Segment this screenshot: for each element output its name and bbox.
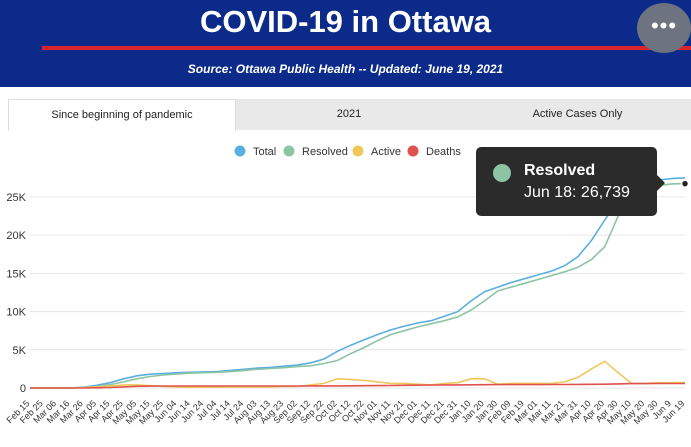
- series-line-resolved: [30, 182, 686, 389]
- legend-swatch-resolved[interactable]: [283, 145, 295, 157]
- y-tick-label: 5K: [13, 345, 27, 357]
- legend-label-deaths[interactable]: Deaths: [426, 146, 461, 158]
- y-tick-label: 25K: [6, 192, 26, 204]
- header-banner: COVID-19 in Ottawa Source: Ottawa Public…: [0, 0, 691, 87]
- tab-active-cases-only[interactable]: Active Cases Only: [532, 108, 623, 120]
- tab-bar: Since beginning of pandemic 2021 Active …: [8, 99, 691, 131]
- tooltip-series-name: Resolved: [524, 162, 596, 179]
- legend-label-total[interactable]: Total: [253, 146, 276, 158]
- series-line-deaths: [30, 382, 685, 389]
- tooltip-value: Jun 18: 26,739: [524, 184, 630, 201]
- tooltip-arrow: [657, 175, 665, 191]
- legend-swatch-active[interactable]: [352, 145, 364, 157]
- y-tick-label: 15K: [6, 268, 26, 280]
- tab-2021[interactable]: 2021: [336, 108, 362, 120]
- hover-point-marker: [680, 179, 690, 188]
- series-line-total: [30, 177, 686, 389]
- legend-label-resolved[interactable]: Resolved: [302, 146, 348, 158]
- series-line-active: [30, 360, 685, 389]
- tab-since-beginning[interactable]: Since beginning of pandemic: [8, 99, 236, 131]
- legend-label-active[interactable]: Active: [371, 146, 401, 158]
- page-title: COVID-19 in Ottawa: [199, 4, 492, 39]
- y-tick-label: 0: [20, 383, 26, 395]
- source-subtitle: Source: Ottawa Public Health -- Updated:…: [187, 62, 504, 76]
- chart-tooltip: Resolved Jun 18: 26,739: [476, 147, 665, 216]
- cases-chart: 0 5K 10K 15K 20K 25K Feb 15 Feb 25 Mar 06 Mar 16 M…: [0, 130, 691, 442]
- y-tick-label: 10K: [6, 307, 26, 319]
- more-options-button[interactable]: •••: [637, 3, 691, 53]
- title-underline: [42, 46, 691, 50]
- more-dots-icon: •••: [650, 13, 678, 38]
- legend-swatch-total[interactable]: [234, 145, 246, 157]
- legend-swatch-deaths[interactable]: [407, 145, 419, 157]
- y-tick-label: 20K: [6, 230, 26, 242]
- tooltip-series-dot: [493, 164, 511, 182]
